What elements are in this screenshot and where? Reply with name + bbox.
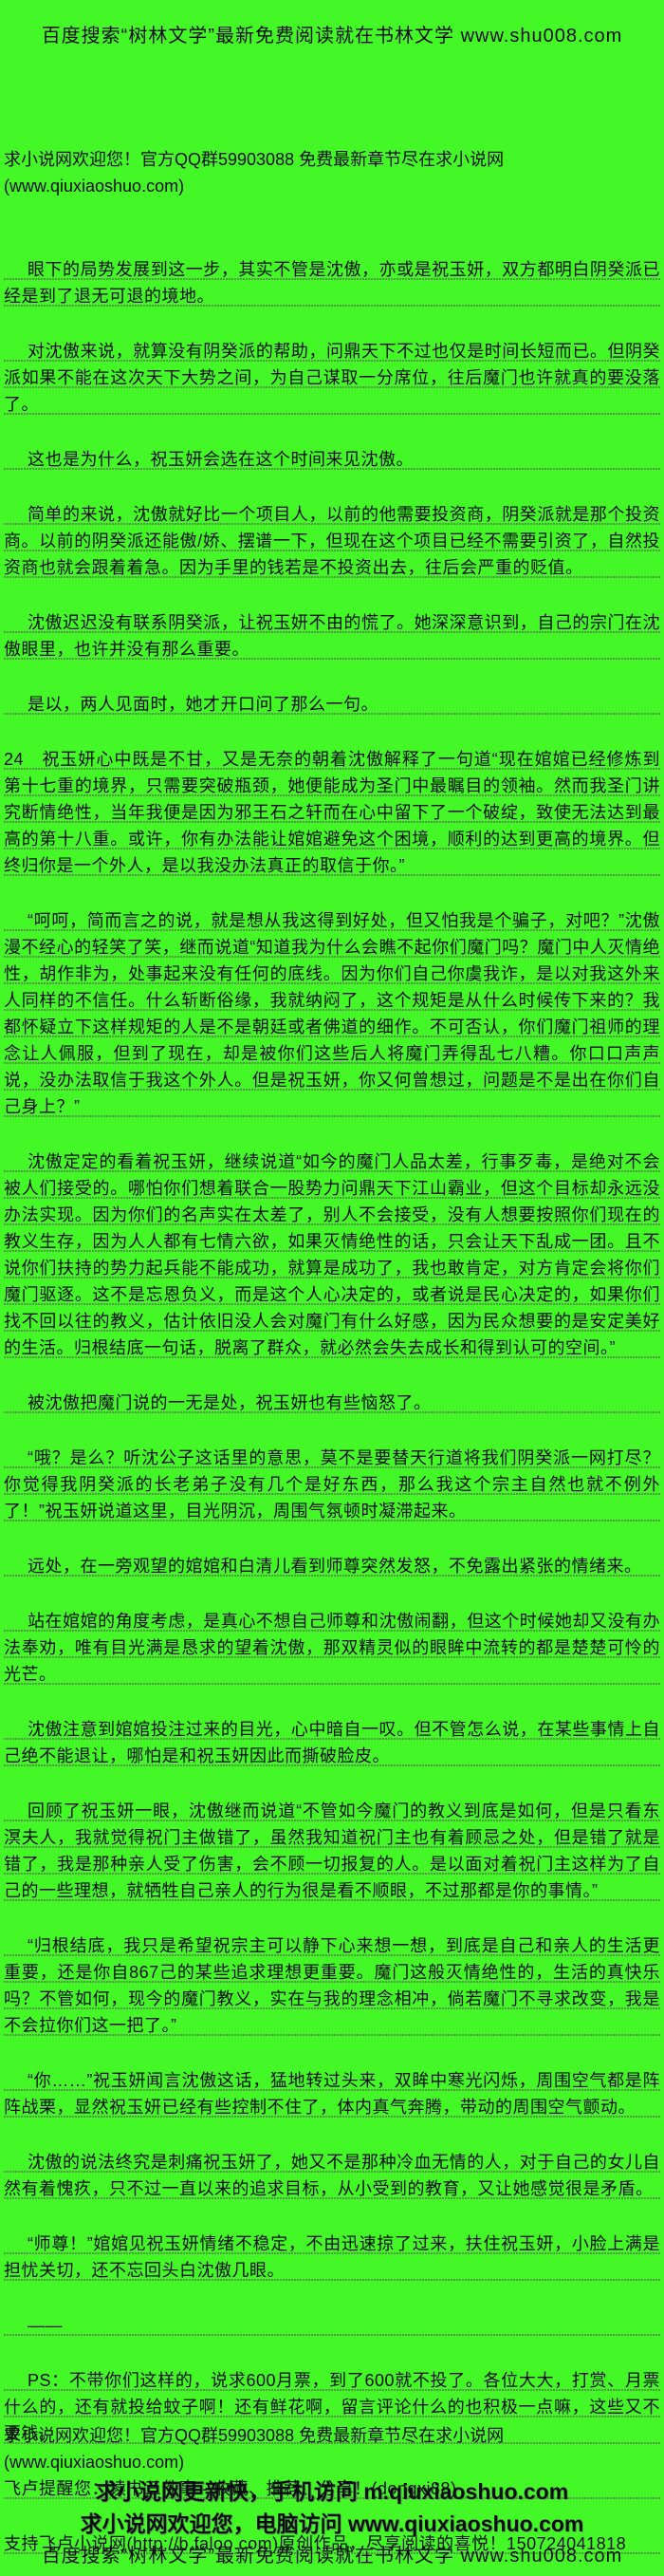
paragraph: 是以，两人见面时，她才开口问了那么一句。 xyxy=(4,691,660,718)
site-welcome-line: 求小说网欢迎您！官方QQ群59903088 免费最新章节尽在求小说网(www.q… xyxy=(4,150,505,196)
paragraph: 远处，在一旁观望的婠婠和白清儿看到师尊突然发怒，不免露出紧张的情绪来。 xyxy=(4,1553,660,1579)
chapter-body: 眼下的局势发展到这一步，其实不管是沈傲，亦或是祝玉妍，双方都明白阴癸派已经是到了… xyxy=(4,256,660,2557)
paragraph: PS：不带你们这样的，说求600月票，到了600就不投了。各位大大，打赏、月票什… xyxy=(4,2367,660,2447)
paragraph: “哦？是么？听沈公子这话里的意思，莫不是要替天行道将我们阴癸派一网打尽？你觉得我… xyxy=(4,1445,660,1524)
paragraph: 眼下的局势发展到这一步，其实不管是沈傲，亦或是祝玉妍，双方都明白阴癸派已经是到了… xyxy=(4,256,660,309)
top-site-banner: 百度搜索“树林文学”最新免费阅读就在书林文学 www.shu008.com xyxy=(41,26,623,47)
paragraph: “归根结底，我只是希望祝宗主可以静下心来想一想，到底是自己和亲人的生活更重要，还… xyxy=(4,1932,660,2039)
paragraph: 这也是为什么，祝玉妍会选在这个时间来见沈傲。 xyxy=(4,446,660,473)
paragraph: 沈傲迟迟没有联系阴癸派，让祝玉妍不由的慌了。她深深意识到，自己的宗门在沈傲眼里，… xyxy=(4,609,660,663)
paragraph: 支持飞卢小说网(http://b.faloo.com)原创作品，尽享阅读的喜悦！… xyxy=(4,2530,660,2557)
footer-mobile-access-line: 求小说网更新快，手机访问 m.qiuxiaoshuo.com xyxy=(95,2479,569,2504)
paragraph: “师尊！”婠婠见祝玉妍情绪不稳定，不由迅速掠了过来，扶住祝玉妍，小脸上满是担忧关… xyxy=(4,2231,660,2284)
paragraph: 沈傲定定的看着祝玉妍，继续说道“如今的魔门人品太差，行事歹毒，是绝对不会被人们接… xyxy=(4,1148,660,1361)
footer-welcome-line: 求小说网欢迎您！官方QQ群59903088 免费最新章节尽在求小说网(www.q… xyxy=(4,2426,505,2472)
footer-pc-access-line: 求小说网欢迎您，电脑访问 www.qiuxiaoshuo.com xyxy=(80,2511,584,2536)
paragraph: 站在婠婠的角度考虑，是真心不想自己师尊和沈傲闹翻，但这个时候她却又没有办法奉劝，… xyxy=(4,1608,660,1688)
paragraph: “你……”祝玉妍闻言沈傲这话，猛地转过头来，双眸中寒光闪烁，周围空气都是阵阵战栗… xyxy=(4,2067,660,2120)
paragraph: 回顾了祝玉妍一眼，沈傲继而说道“不管如今魔门的教义到底是如何，但是只看东溟夫人，… xyxy=(4,1798,660,1904)
paragraph: —— xyxy=(4,2312,660,2339)
paragraph: 沈傲的说法终究是刺痛祝玉妍了，她又不是那种冷血无情的人，对于自己的女儿自然有着愧… xyxy=(4,2149,660,2202)
paragraph: 沈傲注意到婠婠投注过来的目光，心中暗自一叹。但不管怎么说，在某些事情上自己绝不能… xyxy=(4,1716,660,1769)
paragraph: 被沈傲把魔门说的一无是处，祝玉妍也有些恼怒了。 xyxy=(4,1390,660,1416)
paragraph: 24 祝玉妍心中既是不甘，又是无奈的朝着沈傲解释了一句道“现在婠婠已经修炼到第十… xyxy=(4,746,660,879)
footer-site-banner: 百度搜索“树林文学”最新免费阅读就在书林文学 www.shu008.com xyxy=(41,2546,623,2567)
page-footer: 求小说网欢迎您！官方QQ群59903088 免费最新章节尽在求小说网(www.q… xyxy=(0,2422,664,2570)
paragraph: 飞卢提醒您：读书三件事 - 收藏、推荐、分享！(dongxi88) xyxy=(4,2475,660,2502)
paragraph: 简单的来说，沈傲就好比一个项目人，以前的他需要投资商，阴癸派就是那个投资商。以前… xyxy=(4,501,660,581)
paragraph: “呵呵，简而言之的说，就是想从我这得到好处，但又怕我是个骗子，对吧？”沈傲漫不经… xyxy=(4,907,660,1120)
paragraph: 对沈傲来说，就算没有阴癸派的帮助，问鼎天下不过也仅是时间长短而已。但阴癸派如果不… xyxy=(4,338,660,418)
